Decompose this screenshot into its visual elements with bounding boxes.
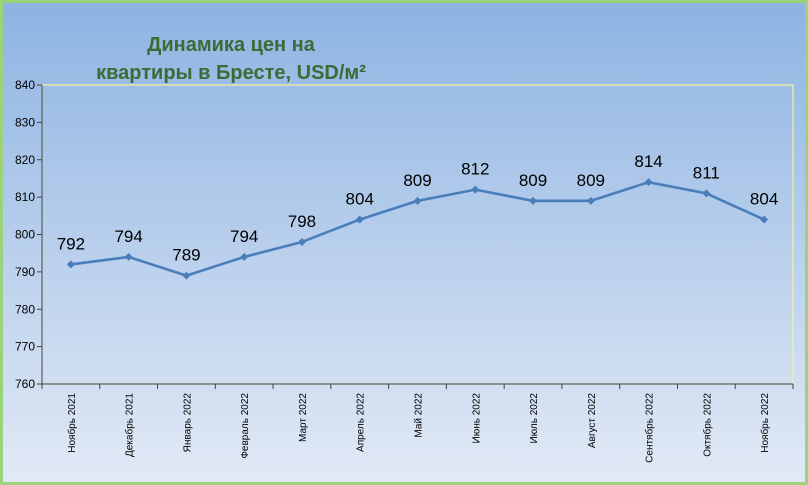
y-tick-label: 770 (15, 340, 35, 354)
data-point (124, 252, 133, 261)
data-label: 809 (519, 171, 547, 190)
x-tick-label: Июнь 2022 (471, 393, 482, 444)
data-label: 804 (750, 190, 778, 209)
data-labels-layer: 792 794 789 794 798 804 809 812 809 809 814 811 804 (57, 152, 779, 264)
data-label: 794 (230, 227, 258, 246)
chart-title-line-1: Динамика цен на (147, 34, 316, 56)
data-label: 798 (288, 212, 316, 231)
y-tick-label: 800 (15, 228, 35, 242)
data-point (644, 178, 653, 187)
data-label: 792 (57, 234, 85, 253)
data-label: 804 (346, 190, 374, 209)
data-label: 809 (577, 171, 605, 190)
x-tick-label: Ноябрь 2022 (759, 393, 771, 453)
x-tick-label: Март 2022 (298, 393, 309, 442)
chart-title: Динамика цен на квартиры в Бресте, USD/м… (96, 34, 366, 84)
y-tick-label: 780 (15, 302, 35, 316)
y-tick-label: 830 (15, 115, 35, 129)
x-tick-label: Август 2022 (587, 393, 598, 449)
y-tick-label: 790 (15, 265, 35, 279)
x-tick-label: Октябрь 2022 (701, 393, 713, 457)
data-point (529, 196, 538, 205)
data-label: 812 (461, 160, 489, 179)
data-point (240, 252, 249, 261)
x-tick-label: Май 2022 (414, 393, 425, 438)
y-tick-label: 840 (15, 78, 35, 92)
x-tick-label: Сентябрь 2022 (644, 393, 656, 463)
data-point (760, 215, 769, 224)
data-point (182, 271, 191, 280)
x-tick-label: Февраль 2022 (240, 393, 251, 459)
series-layer (66, 178, 769, 280)
x-tick-label: Январь 2022 (182, 393, 193, 453)
data-point (66, 260, 75, 269)
data-point (355, 215, 364, 224)
y-tick-label: 760 (15, 377, 35, 391)
data-label: 811 (693, 163, 720, 182)
axes-layer: 760 770 780 790 800 810 820 830 840 Ноябрь 2021 Де… (15, 78, 794, 463)
data-point (471, 185, 480, 194)
data-point (702, 189, 711, 198)
data-point (586, 196, 595, 205)
y-tick-label: 820 (15, 153, 35, 167)
x-tick-label: Декабрь 2021 (124, 393, 136, 457)
data-label: 789 (172, 246, 200, 265)
data-point (297, 237, 306, 246)
x-tick-label: Ноябрь 2021 (66, 393, 78, 453)
data-label: 794 (114, 227, 142, 246)
data-point (413, 196, 422, 205)
chart-title-line-2: квартиры в Бресте, USD/м² (96, 62, 366, 84)
plot-area (41, 84, 794, 385)
x-tick-label: Апрель 2022 (356, 393, 367, 452)
x-tick-label: Июль 2022 (529, 393, 540, 444)
data-label: 814 (634, 152, 662, 171)
data-label: 809 (403, 171, 431, 190)
y-tick-label: 810 (15, 190, 35, 204)
